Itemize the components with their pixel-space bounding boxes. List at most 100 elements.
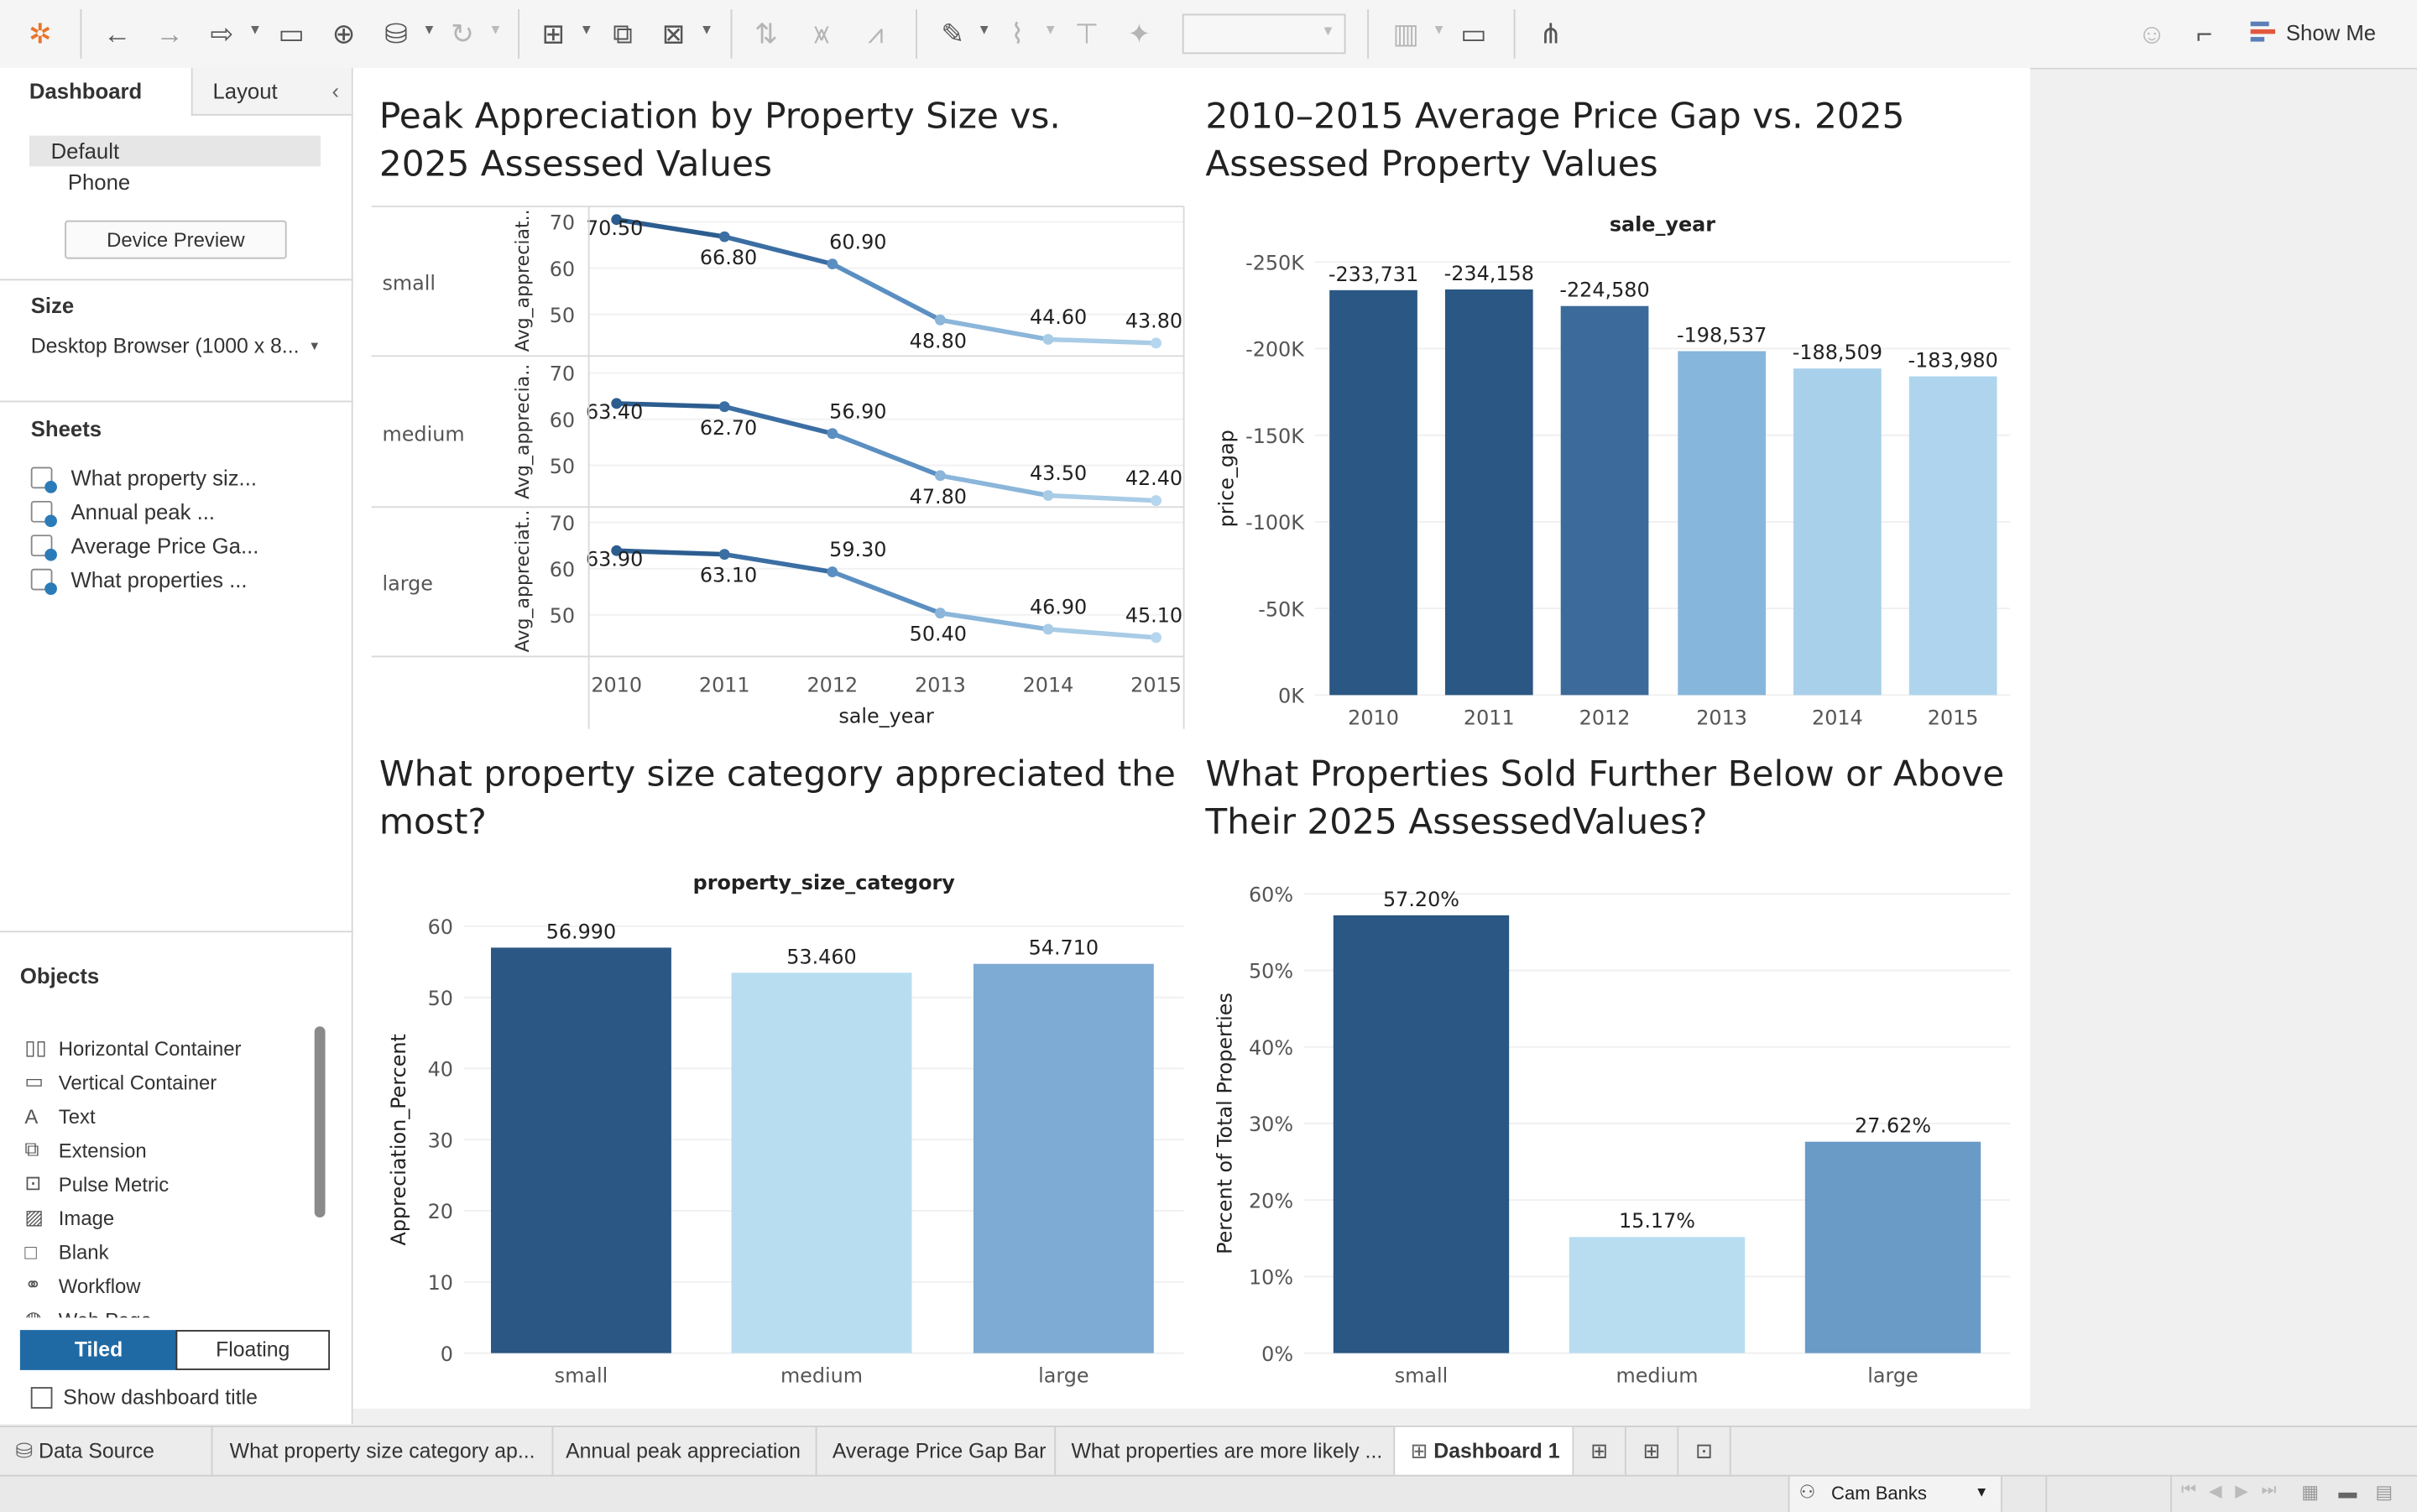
- duplicate-sheet-icon[interactable]: ⧉: [613, 18, 633, 49]
- line-chart[interactable]: small Avg_appreciat.. 50 60 70 70.50 66.80 60.9…: [371, 206, 1185, 729]
- sheet-sorter-icon[interactable]: ▦: [2301, 1481, 2320, 1503]
- show-me-button[interactable]: Show Me: [2285, 19, 2377, 45]
- object-text[interactable]: A Text: [24, 1099, 95, 1133]
- data-point: [934, 470, 946, 482]
- tab-sheet[interactable]: What property size category ap...: [212, 1426, 554, 1477]
- y-axis-title: Appreciation_Percent: [387, 1034, 410, 1245]
- device-default[interactable]: Default: [29, 135, 321, 167]
- data-source-icon[interactable]: ⛁: [384, 18, 408, 49]
- device-phone[interactable]: Phone: [67, 169, 131, 195]
- object-image[interactable]: ▨ Image: [24, 1201, 114, 1234]
- filmstrip-icon[interactable]: ▬: [2338, 1481, 2357, 1503]
- floating-toggle[interactable]: Floating: [175, 1330, 331, 1370]
- save-icon[interactable]: ▭: [278, 18, 305, 49]
- share-icon[interactable]: ⋔: [1538, 18, 1563, 49]
- y-tick-label: 60: [550, 258, 575, 281]
- sheet-item[interactable]: What properties ...: [30, 562, 248, 596]
- data-point: [827, 428, 838, 440]
- data-label: 43.50: [1030, 461, 1087, 485]
- user-menu[interactable]: ⚇ Cam Banks ▼: [1788, 1476, 2002, 1512]
- last-sheet-icon[interactable]: ⏭: [2261, 1481, 2277, 1500]
- toolbar-divider: [1513, 9, 1516, 59]
- undo-icon[interactable]: ←: [103, 18, 132, 49]
- show-me-icon[interactable]: [2250, 20, 2276, 44]
- highlight-icon[interactable]: ✎: [941, 18, 964, 49]
- new-story-tab-icon[interactable]: ⊡: [1678, 1426, 1731, 1477]
- x-axis-title: property_size_category: [693, 871, 956, 894]
- object-workflow[interactable]: ⚭ Workflow: [24, 1269, 140, 1302]
- device-preview-button[interactable]: Device Preview: [65, 220, 287, 259]
- sheet-item[interactable]: Annual peak ...: [30, 495, 215, 529]
- next-sheet-icon[interactable]: ▶: [2235, 1482, 2248, 1501]
- tab-dashboard[interactable]: Dashboard: [0, 67, 191, 116]
- object-label: Text: [58, 1104, 96, 1128]
- fit-dropdown[interactable]: ▼: [1182, 13, 1346, 55]
- object-extension[interactable]: ⧉ Extension: [24, 1133, 146, 1166]
- y-axis-title: Avg_appreciat..: [513, 510, 534, 653]
- new-worksheet-tab-icon[interactable]: ⊞: [1574, 1426, 1626, 1477]
- tableau-logo-icon[interactable]: ✲: [28, 18, 52, 49]
- new-worksheet-icon[interactable]: ⊞: [541, 18, 566, 49]
- worksheet-icon: [30, 500, 57, 528]
- bar-value-label: 54.710: [1029, 936, 1099, 960]
- chevron-down-icon[interactable]: ▼: [488, 21, 503, 38]
- collapse-panel-icon[interactable]: ‹: [331, 78, 340, 104]
- swap-axes-icon[interactable]: ⇅: [754, 18, 778, 49]
- chevron-down-icon[interactable]: ▼: [977, 21, 991, 38]
- image-icon: ▨: [24, 1205, 44, 1228]
- first-sheet-icon[interactable]: ⏮: [2180, 1481, 2197, 1500]
- show-mark-labels-icon[interactable]: ⊤: [1074, 18, 1099, 49]
- sort-descending-icon[interactable]: ⩘: [867, 18, 884, 49]
- chevron-down-icon[interactable]: ▼: [1043, 21, 1057, 38]
- show-dashboard-title-checkbox[interactable]: [30, 1387, 53, 1409]
- sheet-item[interactable]: What property siz...: [30, 461, 257, 494]
- redo-icon[interactable]: →: [155, 18, 184, 49]
- price-gap-bar-chart[interactable]: sale_year 0K -50K -100K -150K -200K -250K price…: [1214, 213, 2011, 730]
- pin-icon[interactable]: ✦: [1127, 18, 1151, 49]
- object-horizontal-container[interactable]: ▯▯ Horizontal Container: [24, 1031, 241, 1065]
- group-members-icon[interactable]: ⌇: [1010, 18, 1025, 49]
- object-blank[interactable]: □ Blank: [24, 1234, 108, 1268]
- tab-layout-label: Layout: [212, 78, 278, 104]
- toolbar-divider: [916, 9, 917, 59]
- chevron-down-icon[interactable]: ▼: [422, 21, 436, 38]
- clear-sheet-icon[interactable]: ⊠: [661, 18, 686, 49]
- data-point: [827, 566, 838, 578]
- replay-icon[interactable]: ⇨: [210, 18, 234, 49]
- tabs-icon[interactable]: ▤: [2375, 1481, 2394, 1503]
- bar: [1804, 1141, 1981, 1353]
- presentation-mode-icon[interactable]: ▭: [1460, 18, 1487, 49]
- object-pulse-metric[interactable]: ⊡ Pulse Metric: [24, 1166, 169, 1200]
- data-label: 48.80: [910, 329, 967, 352]
- tab-sheet[interactable]: Average Price Gap Bar: [817, 1426, 1057, 1477]
- tab-layout[interactable]: Layout ‹: [191, 67, 352, 116]
- chevron-down-icon[interactable]: ▼: [699, 21, 714, 38]
- object-vertical-container[interactable]: ▭ Vertical Container: [24, 1065, 217, 1098]
- size-appreciation-bar-chart[interactable]: property_size_category 0 10 20 30 40 50 60 Appre…: [387, 871, 1184, 1388]
- sort-ascending-icon[interactable]: ⩙: [813, 18, 830, 49]
- new-data-source-icon[interactable]: ⊕: [331, 18, 356, 49]
- objects-scrollbar[interactable]: [314, 1026, 326, 1218]
- object-web-page[interactable]: ◍Web Page: [24, 1302, 151, 1318]
- chevron-down-icon[interactable]: ▼: [248, 21, 263, 38]
- assistant-icon[interactable]: ☺: [2138, 18, 2166, 49]
- x-tick-label: 2010: [1348, 706, 1399, 729]
- size-dropdown[interactable]: Desktop Browser (1000 x 8... ▼: [31, 335, 324, 362]
- data-point: [611, 398, 623, 409]
- tiled-toggle[interactable]: Tiled: [19, 1330, 178, 1370]
- previous-sheet-icon[interactable]: ◀: [2209, 1482, 2222, 1501]
- show-cards-icon[interactable]: ▥: [1392, 18, 1419, 49]
- tab-dashboard-1[interactable]: ⊞ Dashboard 1: [1395, 1426, 1574, 1477]
- format-painter-icon[interactable]: ⌐: [2195, 18, 2213, 49]
- sheet-item[interactable]: Average Price Ga...: [30, 529, 259, 562]
- new-dashboard-tab-icon[interactable]: ⊞: [1626, 1426, 1679, 1477]
- percent-properties-bar-chart[interactable]: 0% 10% 20% 30% 40% 50% 60% Percent of Total Pro…: [1214, 883, 2011, 1388]
- tab-data-source[interactable]: ⛁ Data Source: [0, 1426, 213, 1477]
- tab-sheet[interactable]: What properties are more likely ...: [1056, 1426, 1396, 1477]
- y-axis-title: Avg_apprecia..: [513, 364, 534, 499]
- chevron-down-icon[interactable]: ▼: [1432, 21, 1446, 38]
- chevron-down-icon[interactable]: ▼: [579, 21, 593, 38]
- tab-sheet[interactable]: Annual peak appreciation: [553, 1426, 817, 1477]
- refresh-icon[interactable]: ↻: [451, 18, 474, 49]
- y-tick-label: 50: [550, 604, 575, 628]
